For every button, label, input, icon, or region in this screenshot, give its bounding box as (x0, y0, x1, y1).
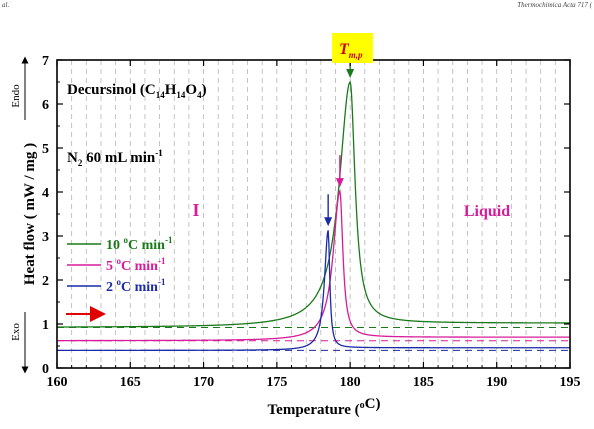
legend-entry: 10 oC min-1 (106, 235, 173, 253)
region-solid-label: I (192, 200, 199, 220)
y-tick-label: 2 (42, 274, 49, 289)
x-tick-label: 185 (413, 375, 434, 390)
y-tick-label: 6 (42, 98, 49, 113)
x-tick-label: 165 (120, 375, 141, 390)
region-liquid-label: Liquid (464, 203, 510, 220)
x-tick-label: 180 (340, 375, 361, 390)
x-tick-label: 175 (266, 375, 287, 390)
atmosphere-label: N2 60 mL min-1 (67, 148, 163, 168)
y-tick-label: 3 (42, 230, 49, 245)
peak-arrow-head (324, 217, 332, 226)
x-tick-label: 170 (193, 375, 214, 390)
peak-arrow-head (336, 178, 344, 187)
axis-ticks: 160 165 170 175 180 185 190 195 0 1 2 3 4 5 6 7 (42, 54, 581, 390)
y-tick-label: 1 (42, 318, 49, 333)
y-tick-label: 5 (42, 142, 49, 157)
peak-arrow-head (346, 69, 354, 78)
y-tick-label: 0 (42, 362, 49, 377)
x-axis-label: Temperature (oC) (268, 396, 381, 418)
exo-label: Exo (10, 323, 22, 341)
x-tick-label: 190 (486, 375, 507, 390)
legend: 10 oC min-1 5 oC min-1 2 oC min-1 (67, 235, 173, 295)
endo-label: Endo (10, 84, 22, 108)
legend-entry: 2 oC min-1 (106, 277, 166, 295)
compound-label: Decursinol (C14H14O4) (67, 82, 207, 100)
baseline-references (57, 328, 570, 351)
y-axis-label: Heat flow ( mW / mg ) (22, 143, 38, 285)
x-tick-label: 160 (47, 375, 68, 390)
y-tick-label: 7 (42, 54, 49, 69)
legend-entry: 5 oC min-1 (106, 256, 166, 274)
y-tick-label: 4 (42, 186, 49, 201)
x-tick-label: 195 (560, 375, 581, 390)
